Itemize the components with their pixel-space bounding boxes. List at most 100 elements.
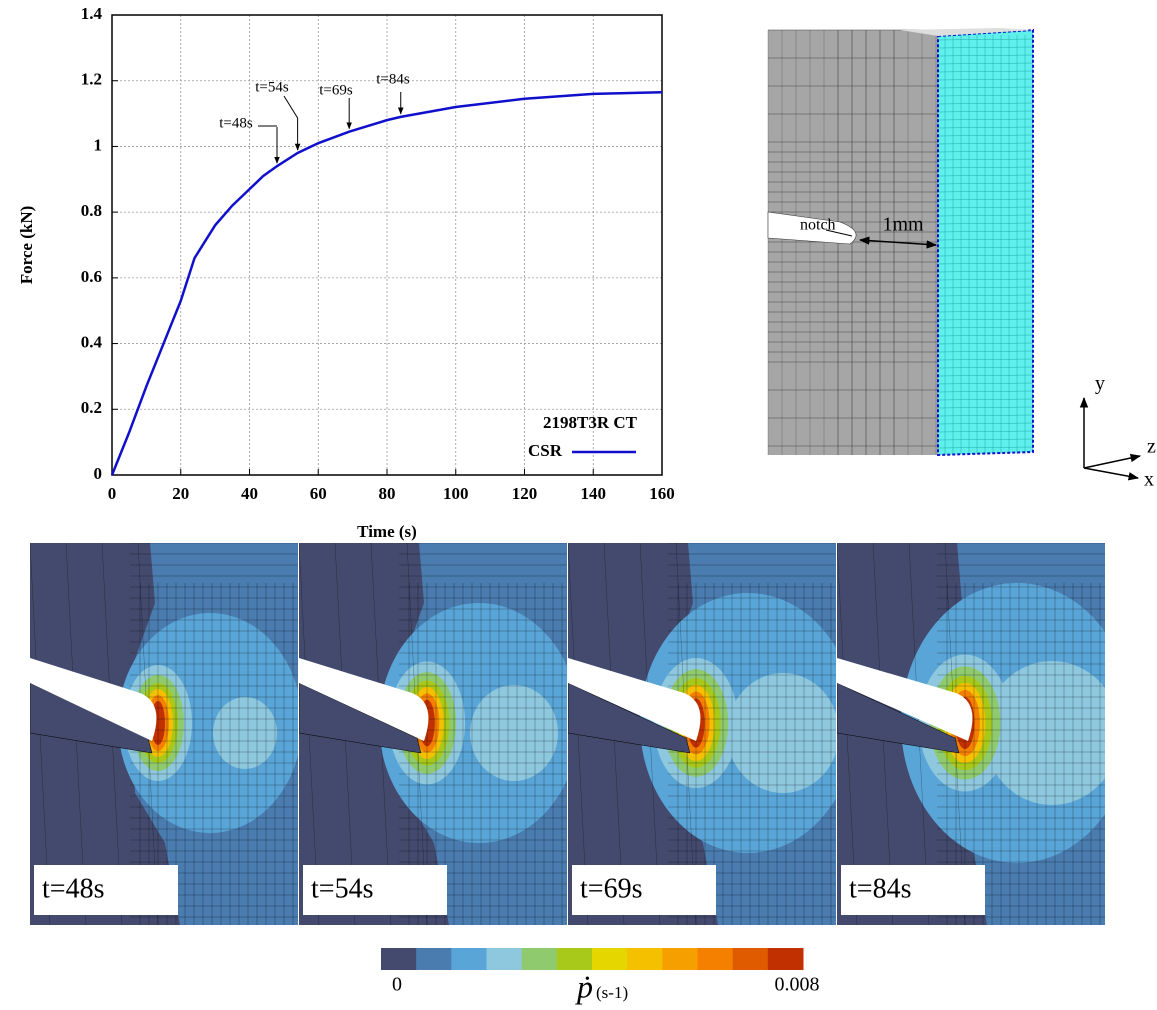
snapshot-panel: t=69s	[568, 543, 836, 925]
contour-region	[470, 685, 558, 781]
colorbar-swatch	[486, 948, 523, 970]
colorbar-swatch	[697, 948, 734, 970]
mesh-line	[937, 118, 1034, 121]
mesh-line	[937, 286, 1034, 289]
axis-z-label: z	[1147, 436, 1156, 458]
mesh-line	[937, 366, 1034, 369]
mesh-top	[900, 28, 1033, 36]
mesh-line	[937, 390, 1034, 393]
mesh-line	[937, 294, 1034, 297]
x-tick-label: 80	[379, 484, 396, 503]
mesh-line	[937, 430, 1034, 433]
x-tick-label: 120	[512, 484, 538, 503]
annotation: t=84s	[376, 71, 410, 87]
notch-label: notch	[800, 217, 836, 234]
mesh-line	[937, 382, 1034, 385]
colorbar-swatch	[521, 948, 558, 970]
x-tick-label: 160	[649, 484, 675, 503]
mesh-line	[937, 270, 1034, 273]
mesh-line	[937, 222, 1034, 225]
colorbar-swatch	[556, 948, 593, 970]
mesh-line	[937, 374, 1034, 377]
snapshot-panel: t=84s	[837, 543, 1105, 925]
mesh-line	[937, 350, 1034, 353]
legend-label: CSR	[528, 441, 563, 460]
colorbar-swatch	[381, 948, 417, 970]
mesh-line	[937, 174, 1034, 177]
mesh-line	[937, 326, 1034, 329]
x-tick-label: 60	[310, 484, 327, 503]
colorbar: 0 0.008 ṗ (s-1)	[381, 948, 820, 1004]
colorbar-min: 0	[392, 974, 402, 996]
plot-frame	[111, 14, 663, 476]
leader	[283, 95, 299, 119]
axis-z	[1083, 453, 1142, 469]
snapshot-label: t=54s	[311, 873, 373, 904]
mesh-line	[937, 310, 1034, 313]
colorbar-swatch	[592, 948, 628, 970]
notch-face	[837, 682, 960, 754]
contour-region	[213, 697, 277, 769]
mesh-line	[937, 334, 1034, 337]
mesh-line	[937, 142, 1034, 145]
y-tick-label: 0.4	[81, 332, 103, 351]
notch-face	[299, 682, 422, 754]
label-box	[572, 865, 716, 915]
annotation: t=48s	[219, 115, 253, 131]
mesh-line	[937, 414, 1034, 417]
contour-region	[727, 673, 836, 793]
mesh-line	[937, 206, 1034, 209]
notch-shape	[30, 658, 157, 741]
snapshot-label: t=84s	[849, 873, 911, 904]
mesh-line	[937, 238, 1034, 241]
mesh-line	[937, 86, 1034, 89]
x-axis-label: Time (s)	[357, 522, 417, 541]
label-box	[841, 865, 985, 915]
mesh-line	[937, 230, 1034, 233]
y-tick-label: 1	[94, 135, 103, 154]
mesh-line	[937, 262, 1034, 265]
x-tick-label: 100	[443, 484, 469, 503]
colorbar-swatch	[627, 948, 663, 970]
mesh-line	[937, 94, 1034, 97]
mesh-line	[937, 358, 1034, 361]
x-tick-label: 20	[172, 484, 189, 503]
mesh-line	[937, 158, 1034, 161]
axis-x	[1083, 467, 1140, 481]
mesh-line	[937, 198, 1034, 201]
mesh-line	[937, 342, 1034, 345]
legend-title: 2198T3R CT	[543, 413, 638, 432]
mesh-line	[937, 62, 1034, 65]
colorbar-swatch	[416, 948, 452, 970]
mesh-line	[937, 110, 1034, 113]
distance-arrow	[858, 236, 938, 249]
label-box	[34, 865, 178, 915]
mesh-line	[937, 150, 1034, 153]
notch-shape	[837, 658, 973, 741]
colorbar-swatch	[732, 948, 769, 970]
annotation: t=69s	[319, 82, 353, 98]
colorbar-swatch	[451, 948, 487, 970]
mesh-line	[937, 190, 1034, 193]
snapshot-panel: t=54s	[299, 543, 567, 925]
mesh-line	[937, 166, 1034, 169]
axis-x-label: x	[1144, 469, 1154, 491]
snapshot-label: t=48s	[42, 873, 104, 904]
colorbar-swatch	[767, 948, 804, 970]
line	[110, 90, 663, 476]
notch-face	[568, 682, 691, 754]
x-tick-label: 0	[108, 484, 117, 503]
mesh-line	[937, 182, 1034, 185]
mesh-line	[937, 254, 1034, 257]
x-tick-label: 40	[241, 484, 258, 503]
mesh-line	[937, 102, 1034, 105]
notch-shape	[568, 658, 701, 741]
mesh-line	[937, 70, 1034, 73]
mesh-line	[937, 246, 1034, 249]
colorbar-symbol: ṗ	[575, 968, 593, 1004]
distance-label: 1mm	[882, 214, 924, 236]
mesh-line	[937, 38, 1034, 41]
mesh-face-edge	[937, 28, 1034, 457]
mesh-line	[937, 278, 1034, 281]
